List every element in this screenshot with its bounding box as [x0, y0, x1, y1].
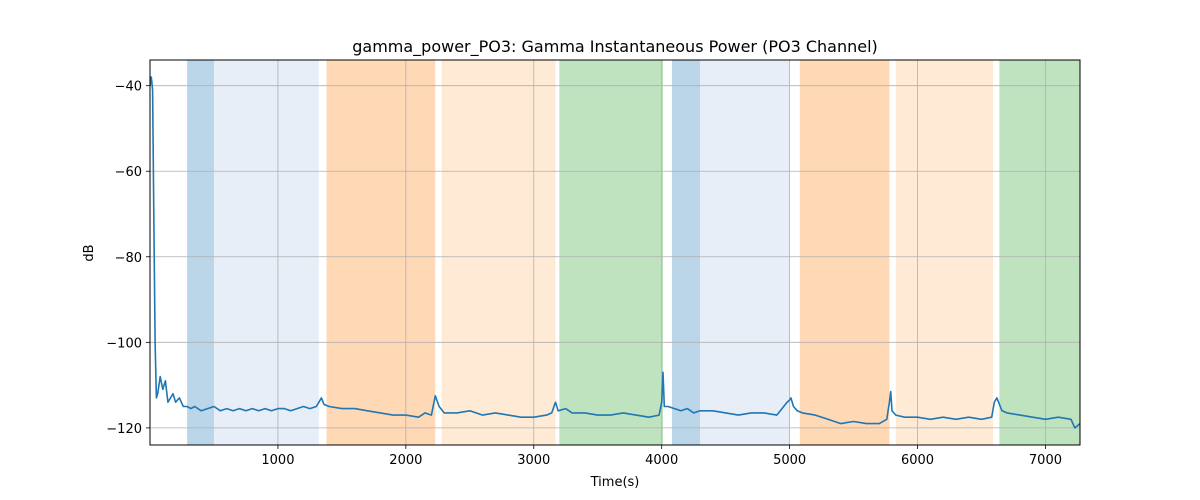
shaded-region-5	[559, 60, 663, 445]
series-line	[150, 76, 1080, 429]
y-tick-label-2: −60	[115, 165, 142, 180]
shaded-region-1	[187, 60, 214, 445]
shaded-region-2	[213, 60, 319, 445]
x-tick-label-3: 3000	[517, 453, 550, 468]
y-tick-label-5: −120	[106, 422, 142, 437]
plot-area: 1000 2000 3000 4000 5000 6000 7000 −40 −60 −80 −10…	[106, 59, 1081, 468]
shaded-region-8	[799, 60, 890, 445]
x-axis-label: Time(s)	[590, 475, 640, 490]
y-tick-label-3: −80	[115, 251, 142, 266]
x-tick-label-6: 6000	[901, 453, 934, 468]
axes-frame	[149, 59, 1081, 446]
x-tick-label-5: 5000	[773, 453, 806, 468]
chart-title: gamma_power_PO3: Gamma Instantaneous Pow…	[352, 37, 878, 57]
y-tick-label-1: −40	[115, 80, 142, 95]
x-tick-label-4: 4000	[645, 453, 678, 468]
y-axis-label: dB	[82, 244, 97, 261]
shaded-region-4	[441, 60, 556, 445]
x-tick-label-7: 7000	[1029, 453, 1062, 468]
x-tick-label-1: 1000	[261, 453, 294, 468]
shaded-region-6	[671, 60, 701, 445]
shaded-region-10	[999, 60, 1080, 445]
shaded-region-9	[895, 60, 994, 445]
shaded-region-7	[700, 60, 790, 445]
shaded-region-3	[326, 60, 436, 445]
y-tick-label-4: −100	[106, 336, 142, 351]
x-tick-label-2: 2000	[389, 453, 422, 468]
